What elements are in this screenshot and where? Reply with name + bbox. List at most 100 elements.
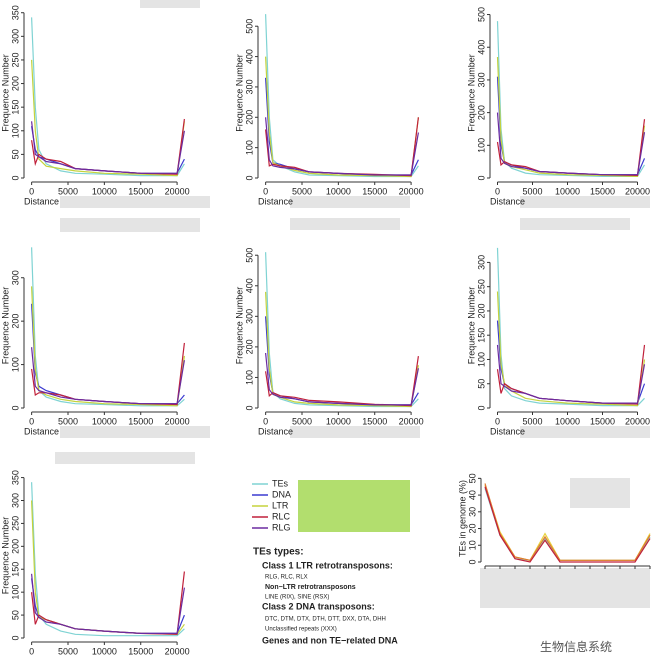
- series-line: [265, 56, 419, 178]
- x-axis-label: Distance: [258, 426, 293, 436]
- y-tick-label: 0: [10, 175, 20, 180]
- series-line: [31, 126, 185, 174]
- series-line: [31, 118, 185, 175]
- legend-label: RLG: [272, 522, 291, 532]
- series-line: [31, 121, 185, 174]
- y-axis-label: Frequence Number: [0, 517, 10, 595]
- y-tick-label: 100: [10, 123, 20, 138]
- chart-panel: 0 50 100 150 200 250 300 Frequence Number 0 5000 1…: [466, 247, 650, 436]
- y-tick-label: 350: [10, 470, 20, 485]
- notes-line: DTC, DTM, DTX, DTH, DTT, DXX, DTA, DHH: [265, 617, 386, 623]
- y-tick-label: 100: [476, 352, 486, 367]
- x-tick-label: 20000: [399, 416, 424, 426]
- y-tick-label: 500: [476, 7, 486, 22]
- series-line: [496, 76, 646, 176]
- x-tick-label: 10000: [326, 416, 351, 426]
- chart-panel: 0 100 200 300 400 500 Frequence Number 0 5000 100…: [234, 14, 424, 206]
- y-tick-label: 500: [244, 248, 254, 263]
- x-tick-label: 10000: [92, 186, 117, 196]
- y-axis-label: Frequence Number: [466, 54, 476, 132]
- series-line: [265, 117, 419, 176]
- y-tick-label: 250: [10, 516, 20, 531]
- x-tick-label: 0: [29, 186, 34, 196]
- y-axis-label: Frequence Number: [234, 54, 244, 132]
- y-tick-label: 400: [244, 49, 254, 64]
- y-tick-label: 40: [467, 490, 477, 500]
- series-line: [265, 117, 419, 177]
- chart-panel: 0 50 100 150 200 250 300 350 Frequence Number 0 50…: [0, 470, 189, 656]
- x-tick-label: 5000: [58, 416, 78, 426]
- y-tick-label: 200: [476, 303, 486, 318]
- series-line: [31, 347, 185, 405]
- y-tick-label: 10: [467, 540, 477, 550]
- y-axis-label: Frequence Number: [0, 287, 10, 365]
- x-tick-label: 15000: [362, 416, 387, 426]
- y-tick-label: 200: [244, 339, 254, 354]
- y-tick-label: 100: [10, 585, 20, 600]
- y-tick-label: 500: [244, 19, 254, 34]
- x-tick-label: 15000: [590, 186, 615, 196]
- y-tick-label: 50: [467, 473, 477, 483]
- x-tick-label: 0: [495, 416, 500, 426]
- y-tick-label: 300: [476, 255, 486, 270]
- x-tick-label: 5000: [58, 646, 78, 656]
- series-line: [31, 571, 185, 635]
- series-line: [265, 77, 419, 176]
- series-line: [496, 21, 646, 177]
- y-tick-label: 0: [244, 405, 254, 410]
- y-tick-label: 0: [10, 635, 20, 640]
- x-tick-label: 5000: [292, 186, 312, 196]
- y-tick-label: 0: [10, 405, 20, 410]
- y-tick-label: 150: [10, 562, 20, 577]
- y-tick-label: 20: [467, 524, 477, 534]
- x-tick-label: 5000: [522, 416, 542, 426]
- notes-line: LINE (RIX), SINE (RSX): [265, 595, 329, 601]
- y-tick-label: 300: [244, 309, 254, 324]
- series-line: [496, 291, 646, 407]
- series-line: [31, 17, 185, 177]
- blurred-areas: [55, 0, 650, 608]
- blurred-legend-box: [298, 480, 410, 532]
- y-tick-label: 350: [10, 5, 20, 20]
- x-axis-label: Distance: [24, 196, 59, 206]
- series-line: [496, 320, 646, 404]
- x-tick-label: 15000: [362, 186, 387, 196]
- x-tick-label: 5000: [292, 416, 312, 426]
- series-line: [31, 59, 185, 177]
- x-tick-label: 5000: [58, 186, 78, 196]
- series-line: [496, 247, 645, 407]
- chart-panel: 0 50 100 150 200 250 300 350 Frequence Number 0 50…: [0, 5, 189, 206]
- y-tick-label: 400: [244, 278, 254, 293]
- series-line: [31, 578, 185, 634]
- y-tick-label: 250: [476, 279, 486, 294]
- y-tick-label: 150: [10, 100, 20, 115]
- y-tick-label: 300: [10, 270, 20, 285]
- series-line: [496, 56, 646, 178]
- y-tick-label: 200: [476, 105, 486, 120]
- x-axis-label: Distance: [258, 196, 293, 206]
- y-tick-label: 400: [476, 40, 486, 55]
- chart-panel: 0 100 200 300 400 500 Frequence Number 0 5000 100…: [234, 248, 423, 437]
- y-tick-label: 0: [476, 175, 486, 180]
- x-tick-label: 0: [263, 186, 268, 196]
- y-axis-label: Frequence Number: [234, 287, 244, 365]
- y-axis-label: Frequence Number: [0, 54, 10, 132]
- x-tick-label: 20000: [165, 646, 190, 656]
- series-line: [31, 303, 185, 405]
- y-tick-label: 300: [10, 29, 20, 44]
- series-line: [265, 316, 419, 406]
- notes-heading: TEs types:: [253, 547, 304, 558]
- series-line: [31, 247, 185, 407]
- y-tick-label: 200: [10, 76, 20, 91]
- x-axis-label: Distance: [490, 196, 525, 206]
- x-tick-label: 15000: [128, 416, 153, 426]
- x-axis-label: Distance: [24, 426, 59, 436]
- y-tick-label: 300: [10, 493, 20, 508]
- legend-label: DNA: [272, 489, 291, 499]
- x-tick-label: 10000: [326, 186, 351, 196]
- y-tick-label: 30: [467, 507, 477, 517]
- series-line: [265, 352, 419, 406]
- x-tick-label: 10000: [555, 186, 580, 196]
- notes: TEs types: Class 1 LTR retrotransposons:…: [253, 547, 398, 646]
